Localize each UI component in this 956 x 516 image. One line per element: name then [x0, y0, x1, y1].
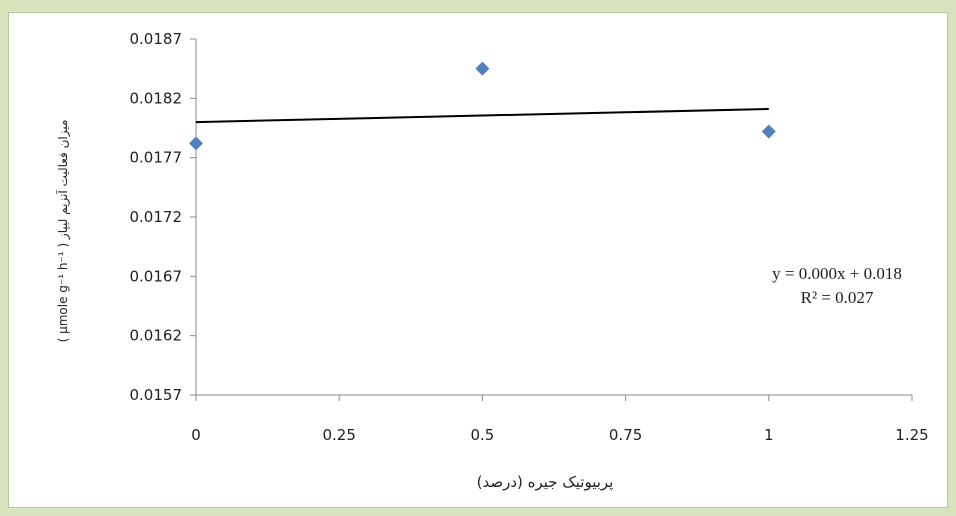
- x-axis-label: پربیوتیک جیره (درصد): [477, 473, 614, 492]
- y-tick-label: 0.0177: [130, 149, 183, 167]
- x-tick-label: 1: [764, 426, 774, 444]
- scatter-chart: 0.0187 0.0182 0.0177 0.0172 0.0167 0.0162 0.01…: [55, 30, 929, 492]
- chart-frame: 0.0187 0.0182 0.0177 0.0172 0.0167 0.0162 0.01…: [8, 12, 948, 508]
- data-points: [189, 61, 776, 151]
- trendline-group: [195, 108, 769, 124]
- data-point: [189, 136, 203, 151]
- data-point: [475, 61, 490, 76]
- tick-labels: 0.0187 0.0182 0.0177 0.0172 0.0167 0.0162 0.01…: [130, 30, 929, 444]
- chart-axes: [190, 38, 913, 401]
- x-tick-label: 0.5: [470, 426, 494, 444]
- y-axis-label: میزان فعالیت آنزیم لیپاز ( µmole g⁻¹ h⁻¹…: [55, 120, 71, 343]
- x-tick-label: 0.75: [609, 426, 642, 444]
- y-tick-label: 0.0182: [130, 89, 183, 107]
- y-tick-label: 0.0162: [130, 327, 183, 345]
- r-squared-label: R² = 0.027: [801, 288, 874, 307]
- trendline-equation: y = 0.000x + 0.018: [772, 264, 902, 283]
- y-tick-label: 0.0187: [130, 30, 183, 48]
- trendline: [195, 108, 769, 124]
- x-tick-label: 1.25: [895, 426, 928, 444]
- y-tick-label: 0.0167: [130, 267, 183, 285]
- y-tick-label: 0.0157: [130, 386, 183, 404]
- data-point: [761, 124, 776, 139]
- x-tick-label: 0: [191, 426, 201, 444]
- x-tick-label: 0.25: [322, 426, 355, 444]
- y-tick-label: 0.0172: [130, 208, 183, 226]
